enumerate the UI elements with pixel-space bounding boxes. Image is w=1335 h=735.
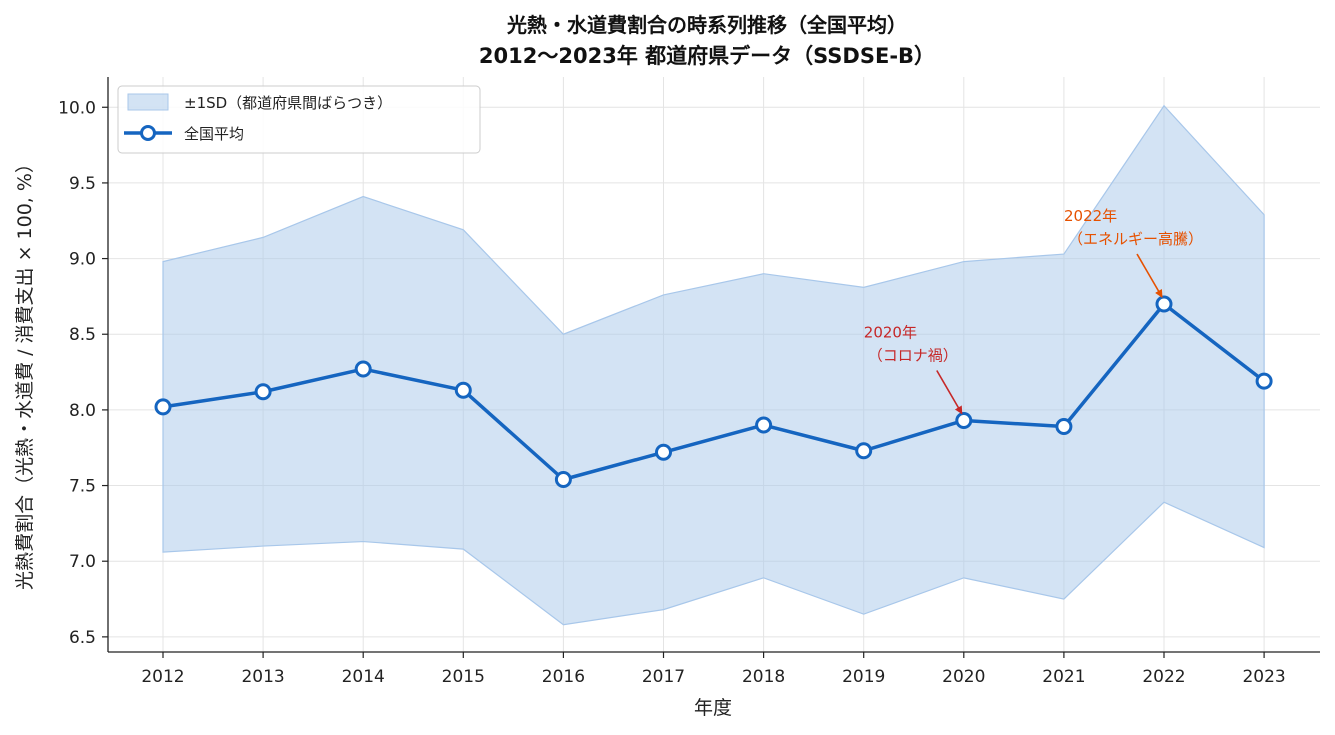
legend-line-label: 全国平均 xyxy=(184,125,244,143)
y-tick-label: 7.0 xyxy=(69,552,96,572)
data-point xyxy=(254,383,272,401)
data-point xyxy=(855,442,873,460)
sd-band xyxy=(162,104,1265,626)
x-tick-label: 2023 xyxy=(1242,667,1285,687)
x-tick-label: 2016 xyxy=(542,667,585,687)
y-tick-label: 8.5 xyxy=(69,325,96,345)
data-point xyxy=(955,411,973,429)
legend-line-marker xyxy=(140,125,156,141)
x-tick-label: 2013 xyxy=(241,667,284,687)
data-point xyxy=(655,443,672,461)
data-point xyxy=(354,360,372,378)
x-tick-label: 2019 xyxy=(842,667,885,687)
x-tick-label: 2022 xyxy=(1142,667,1185,687)
x-axis-label: 年度 xyxy=(694,697,732,719)
y-tick-label: 10.0 xyxy=(58,98,96,118)
x-tick-label: 2015 xyxy=(442,667,485,687)
legend-frame xyxy=(117,85,481,154)
data-point xyxy=(1255,372,1273,390)
y-axis-label: 光熱費割合（光熱・水道費 / 消費支出 × 100, %） xyxy=(14,154,36,590)
data-point xyxy=(1155,295,1173,313)
x-tick-label: 2014 xyxy=(342,667,385,687)
y-tick-label: 7.5 xyxy=(69,477,96,497)
annotation-subtitle: （エネルギー高騰） xyxy=(1068,230,1203,248)
data-point xyxy=(755,416,773,434)
data-point xyxy=(154,398,172,416)
data-point xyxy=(554,471,572,488)
chart-subtitle: 2012〜2023年 都道府県データ（SSDSE-B） xyxy=(479,44,935,68)
y-tick-label: 6.5 xyxy=(69,628,96,648)
x-tick-label: 2018 xyxy=(742,667,785,687)
data-point xyxy=(1055,418,1073,436)
legend: ±1SD（都道府県間ばらつき） 全国平均 xyxy=(117,85,481,154)
annotations: 2020年 （コロナ禍） 2022年 （エネルギー高騰） xyxy=(864,207,1203,415)
annotation-arrow xyxy=(1136,253,1163,298)
x-tick-label: 2021 xyxy=(1042,667,1085,687)
x-tick-label: 2017 xyxy=(642,667,685,687)
annotation-title: 2020年 xyxy=(864,323,917,341)
national-average-line xyxy=(162,302,1266,482)
legend-band-swatch xyxy=(127,93,169,111)
chart-title: 光熱・水道費割合の時系列推移（全国平均） xyxy=(506,13,907,37)
x-tick-label: 2020 xyxy=(942,667,985,687)
sd-band-area xyxy=(162,104,1265,626)
annotation-arrow xyxy=(936,370,963,415)
y-tick-label: 8.0 xyxy=(69,401,96,421)
x-tick-label: 2012 xyxy=(141,667,184,687)
annotation-title: 2022年 xyxy=(1064,207,1117,225)
series-points xyxy=(154,295,1273,488)
axes: 2012 2013 2014 2015 2016 2017 2018 2019 2020 2021… xyxy=(58,77,1320,687)
data-point xyxy=(454,381,472,399)
y-tick-label: 9.0 xyxy=(69,250,96,270)
annotation-subtitle: （コロナ禍） xyxy=(868,346,958,364)
y-tick-label: 9.5 xyxy=(69,174,96,194)
series-line xyxy=(162,302,1266,482)
legend-band-label: ±1SD（都道府県間ばらつき） xyxy=(184,94,392,112)
